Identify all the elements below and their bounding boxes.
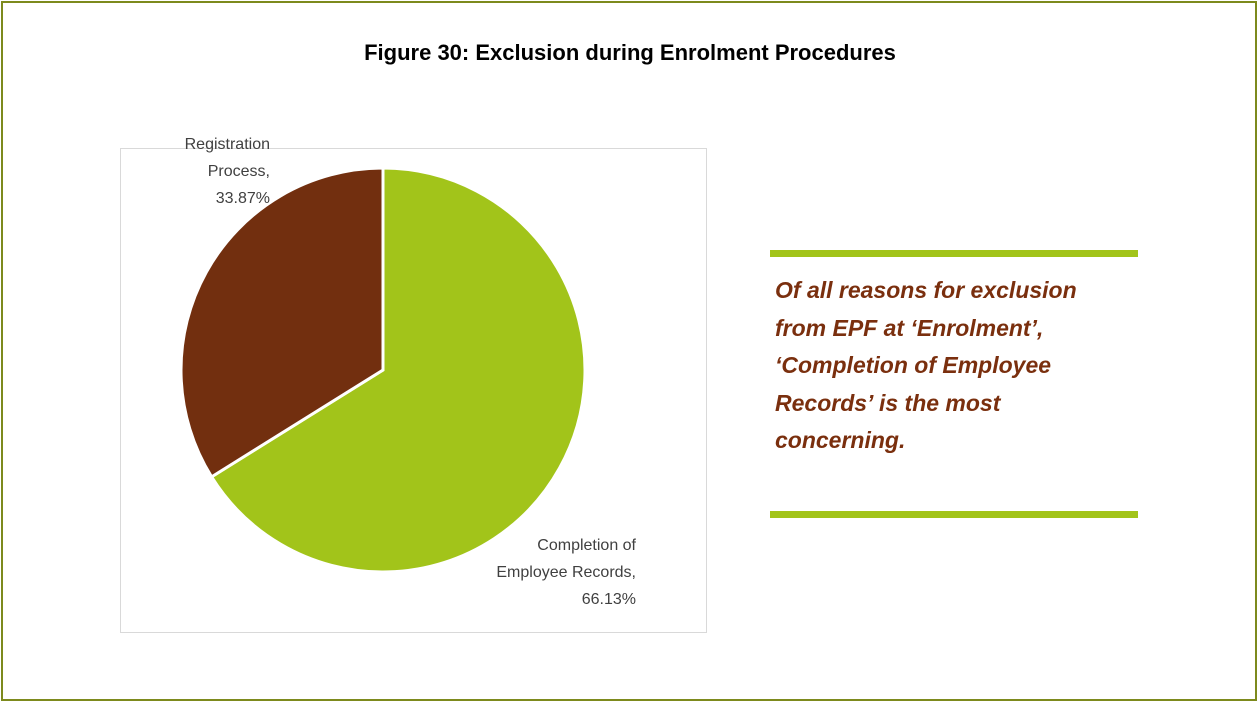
data-label: Registration Process, 33.87%	[184, 136, 270, 207]
callout-text: Of all reasons for exclusion from EPF at…	[775, 277, 1077, 453]
chart-title: Figure 30: Exclusion during Enrolment Pr…	[364, 40, 896, 65]
pie-slice	[209, 166, 587, 574]
data-label: Completion of Employee Records, 66.13%	[496, 537, 636, 608]
callout-rule	[770, 250, 1138, 257]
chart-area	[120, 148, 707, 633]
callout-rule	[770, 511, 1138, 518]
pie-slice	[179, 166, 385, 479]
